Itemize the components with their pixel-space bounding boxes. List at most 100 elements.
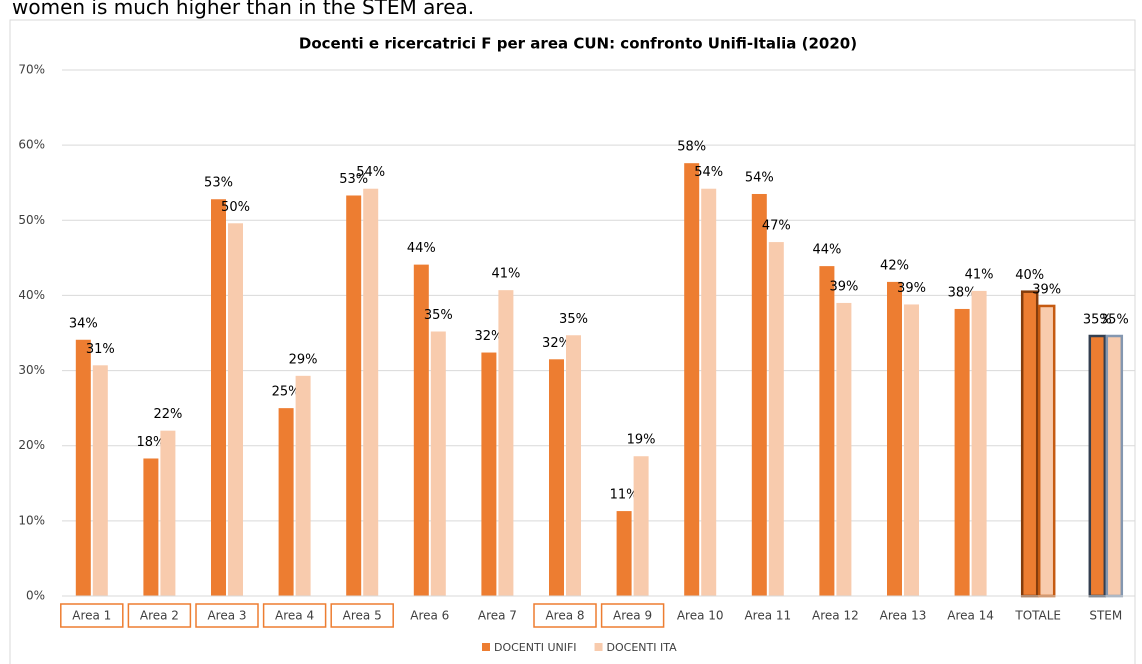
bar — [143, 458, 159, 596]
data-label: 38% — [948, 285, 977, 300]
category-box — [60, 603, 124, 628]
category-box — [262, 603, 327, 628]
bar — [549, 359, 564, 596]
y-tick-label: 70% — [18, 63, 45, 77]
category-box — [195, 603, 259, 628]
bar — [768, 242, 784, 596]
bar — [954, 308, 970, 596]
y-tick-label: 20% — [18, 438, 45, 452]
data-label: 54% — [694, 165, 723, 180]
category-box — [330, 603, 394, 628]
data-label: 53% — [204, 176, 233, 191]
data-label: 39% — [897, 281, 926, 296]
x-tick-label: Area 13 — [880, 609, 927, 623]
data-label: 58% — [677, 140, 706, 155]
bar — [75, 339, 91, 596]
bar — [160, 430, 176, 596]
legend-label: DOCENTI UNIFI — [494, 641, 577, 654]
x-tick-label: TOTALE — [1014, 609, 1061, 623]
bar — [633, 456, 649, 596]
x-tick-label: Area 2 — [140, 609, 179, 623]
data-label: 31% — [86, 342, 115, 357]
bar — [566, 335, 581, 596]
bar — [751, 193, 767, 596]
data-label: 53% — [339, 172, 368, 187]
bar — [904, 304, 919, 596]
x-tick-label: Area 1 — [72, 609, 111, 623]
data-label: 18% — [136, 435, 165, 450]
category-box — [600, 603, 665, 628]
bar — [92, 365, 108, 596]
bar — [413, 264, 429, 596]
data-label: 35% — [424, 308, 453, 323]
bar — [430, 331, 446, 596]
data-label: 54% — [356, 165, 385, 180]
data-label: 44% — [812, 243, 841, 258]
y-tick-label: 0% — [26, 589, 45, 603]
y-tick-label: 50% — [18, 213, 45, 227]
bar — [278, 408, 294, 596]
y-tick-label: 10% — [18, 513, 45, 527]
bar — [1020, 290, 1039, 598]
x-tick-label: Area 10 — [677, 609, 724, 623]
data-label: 39% — [1032, 282, 1061, 297]
x-tick-label: Area 9 — [613, 609, 652, 623]
bar — [971, 290, 987, 596]
data-label: 19% — [627, 433, 656, 448]
data-label: 11% — [610, 488, 639, 503]
category-box — [533, 603, 597, 628]
bar — [819, 266, 835, 596]
data-label: 39% — [829, 279, 858, 294]
data-label: 22% — [153, 407, 182, 422]
data-label: 34% — [69, 316, 98, 331]
data-label: 35% — [1100, 313, 1129, 328]
legend-swatch — [594, 643, 603, 651]
x-tick-label: Area 4 — [275, 609, 314, 623]
data-label: 47% — [762, 219, 791, 234]
legend-label: DOCENTI ITA — [607, 641, 678, 654]
data-label: 25% — [272, 385, 301, 400]
data-label: 41% — [491, 267, 520, 282]
x-tick-label: STEM — [1089, 609, 1122, 623]
bar — [1088, 334, 1107, 598]
x-tick-label: Area 11 — [744, 609, 791, 623]
data-label: 54% — [745, 170, 774, 185]
bar — [481, 352, 497, 596]
data-label: 29% — [289, 352, 318, 367]
bar — [616, 511, 632, 596]
x-tick-label: Area 3 — [207, 609, 246, 623]
x-tick-label: Area 7 — [478, 609, 517, 623]
bar — [498, 290, 514, 596]
bar — [836, 302, 852, 596]
bar — [228, 223, 243, 596]
bar — [211, 199, 226, 596]
bar — [295, 375, 311, 596]
x-tick-label: Area 6 — [410, 609, 449, 623]
bar — [701, 188, 717, 596]
bar — [1037, 304, 1056, 598]
header-text: women is much higher than in the STEM ar… — [12, 0, 474, 19]
data-label: 35% — [1083, 313, 1112, 328]
x-tick-label: Area 8 — [545, 609, 584, 623]
data-label: 42% — [880, 258, 909, 273]
data-label: 44% — [407, 241, 436, 256]
data-label: 40% — [1015, 268, 1044, 283]
chart-title: Docenti e ricercatrici F per area CUN: c… — [299, 35, 857, 53]
data-label: 32% — [542, 336, 571, 351]
y-tick-label: 30% — [18, 363, 45, 377]
bar — [363, 188, 379, 596]
x-tick-label: Area 5 — [343, 609, 382, 623]
data-label: 41% — [965, 267, 994, 282]
x-tick-label: Area 14 — [947, 609, 994, 623]
bar — [684, 163, 700, 597]
y-tick-label: 60% — [18, 138, 45, 152]
data-label: 35% — [559, 312, 588, 327]
category-box — [127, 603, 192, 628]
bar — [346, 195, 362, 596]
legend-swatch — [482, 643, 490, 651]
data-label: 50% — [221, 200, 250, 215]
bar — [887, 281, 902, 596]
y-tick-label: 40% — [18, 288, 45, 302]
x-tick-label: Area 12 — [812, 609, 859, 623]
